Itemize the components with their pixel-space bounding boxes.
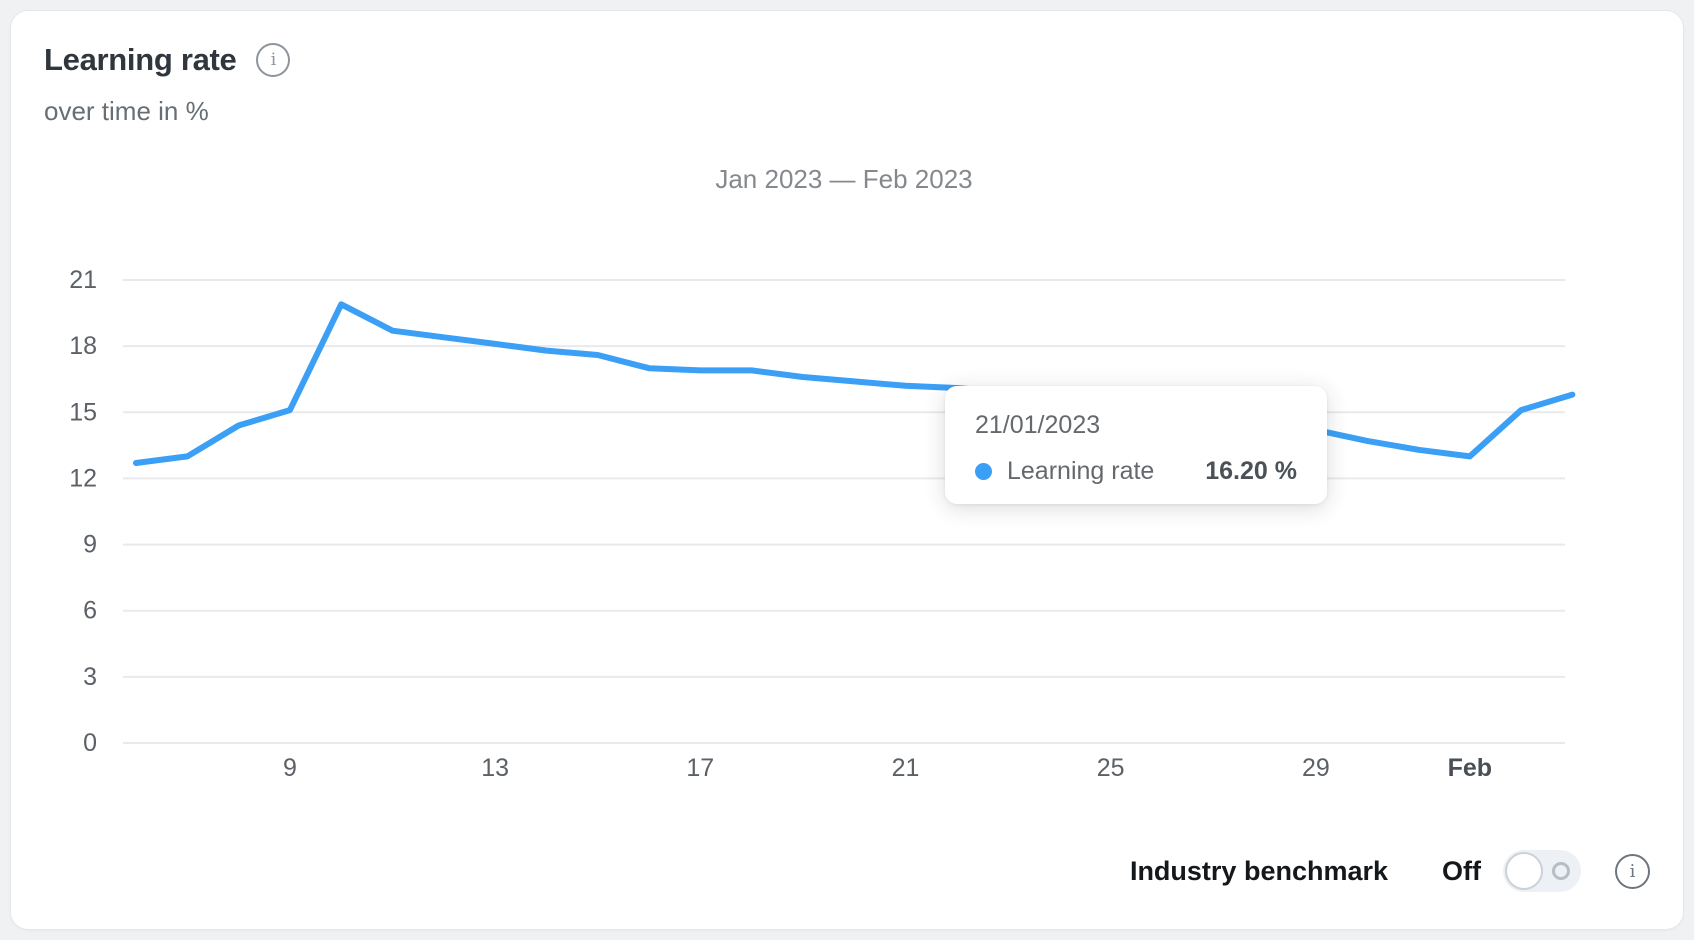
x-axis-tick-label: Feb: [1448, 754, 1492, 782]
toggle-knob[interactable]: [1505, 852, 1543, 890]
x-axis-tick-label: 25: [1097, 754, 1125, 782]
page-title: Learning rate: [44, 42, 237, 77]
x-axis-tick-label: 17: [686, 754, 714, 782]
tooltip-value: 16.20 %: [1205, 457, 1297, 485]
y-axis-tick-label: 9: [83, 531, 97, 559]
tooltip-date: 21/01/2023: [975, 411, 1101, 439]
tooltip-series-row: Learning rate 16.20 %: [975, 457, 1297, 486]
y-axis-tick-label: 6: [83, 597, 97, 625]
y-axis-tick-label: 12: [69, 464, 97, 492]
info-icon[interactable]: i: [256, 43, 291, 77]
tooltip-series-label: Learning rate: [1007, 457, 1155, 485]
chart-date-range: Jan 2023 — Feb 2023: [715, 164, 973, 194]
benchmark-label: Industry benchmark: [1129, 855, 1389, 886]
y-axis-tick-label: 21: [69, 266, 97, 294]
info-icon[interactable]: i: [1615, 853, 1650, 889]
chart-tooltip: 21/01/2023 Learning rate 16.20 %: [945, 386, 1327, 504]
chart-subtitle: over time in %: [44, 96, 209, 126]
card-header: Learning rate i: [44, 42, 291, 78]
benchmark-toggle[interactable]: [1503, 850, 1581, 892]
benchmark-state-label: Off: [1442, 855, 1481, 886]
chart-card: [10, 10, 1684, 930]
industry-benchmark-control: Industry benchmark Off i: [1130, 850, 1650, 892]
y-axis-tick-label: 15: [69, 398, 97, 426]
x-axis-tick-label: 13: [481, 754, 509, 782]
y-axis-tick-label: 18: [69, 332, 97, 360]
x-axis-tick-label: 29: [1302, 754, 1330, 782]
series-dot-icon: [975, 463, 992, 480]
x-axis-tick-label: 9: [283, 754, 297, 782]
x-axis-tick-label: 21: [892, 754, 920, 782]
toggle-on-target[interactable]: [1552, 862, 1570, 880]
y-axis-tick-label: 0: [83, 729, 97, 757]
y-axis-tick-label: 3: [83, 663, 97, 691]
learning-rate-line: [133, 301, 1576, 466]
